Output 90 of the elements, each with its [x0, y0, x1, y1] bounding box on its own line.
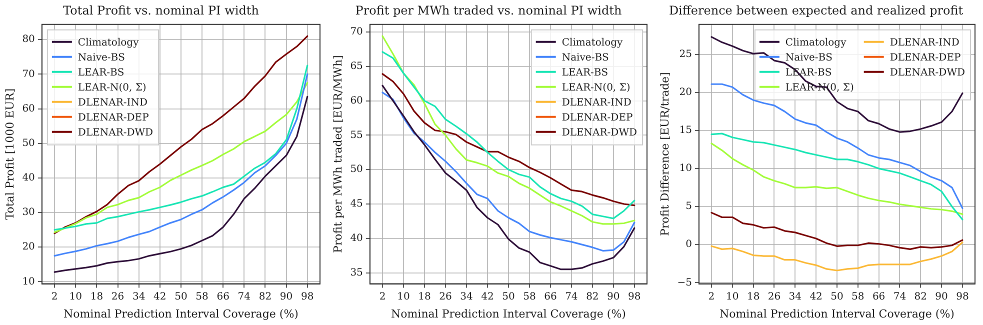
x-tick-label: 90: [280, 291, 293, 302]
x-tick-label: 18: [418, 291, 431, 302]
legend-label: Climatology: [78, 37, 140, 48]
y-tick-label: 20: [22, 242, 35, 253]
x-tick-label: 74: [238, 291, 251, 302]
x-tick-label: 34: [460, 291, 473, 302]
y-tick-label: 5: [686, 201, 692, 212]
y-tick-label: 10: [679, 163, 692, 174]
y-tick-label: 45: [350, 198, 363, 210]
legend-label: DLENAR-DWD: [78, 127, 154, 138]
x-tick-label: 42: [810, 291, 822, 302]
x-tick-label: 34: [132, 291, 146, 302]
x-tick-label: 26: [768, 291, 781, 302]
y-axis-title: Total Profit [1000 EUR]: [3, 88, 16, 220]
legend-label: DLENAR-IND: [78, 97, 148, 108]
y-tick-label: 40: [350, 232, 363, 244]
x-tick-label: 2: [379, 291, 386, 302]
y-tick-label: 50: [350, 164, 363, 176]
x-tick-label: 10: [397, 291, 410, 302]
x-tick-label: 90: [935, 291, 948, 302]
legend-label: Climatology: [562, 37, 623, 48]
x-tick-label: 10: [69, 291, 82, 302]
y-tick-label: 70: [350, 26, 363, 38]
x-tick-label: 74: [893, 291, 906, 302]
y-tick-label: 40: [22, 172, 35, 184]
y-tick-label: 60: [22, 103, 35, 114]
x-tick-label: 66: [872, 291, 886, 302]
y-tick-label: −5: [677, 277, 692, 288]
x-tick-label: 74: [565, 291, 578, 302]
y-tick-label: 15: [679, 125, 692, 136]
x-tick-label: 58: [852, 291, 864, 302]
legend-label: DLENAR-DEP: [890, 52, 962, 64]
x-tick-label: 66: [544, 291, 557, 302]
y-tick-label: 0: [686, 239, 692, 250]
y-tick-label: 30: [22, 207, 35, 218]
legend-label: Climatology: [785, 37, 847, 48]
x-tick-label: 58: [523, 291, 536, 302]
legend-label: LEAR-N(0, Σ): [78, 82, 146, 94]
x-tick-label: 82: [258, 291, 272, 302]
y-axis-title: Profit per MWh traded [EUR/MWh]: [331, 55, 344, 254]
x-tick-label: 2: [708, 291, 715, 302]
x-axis-title: Nominal Prediction Interval Coverage (%): [719, 307, 954, 320]
x-tick-label: 98: [300, 291, 314, 302]
y-tick-label: 50: [22, 138, 35, 149]
y-tick-label: 55: [350, 130, 363, 141]
x-tick-label: 10: [726, 291, 739, 302]
y-tick-label: 25: [679, 49, 692, 60]
x-tick-label: 50: [502, 291, 515, 302]
y-tick-label: 20: [679, 87, 692, 98]
x-tick-label: 98: [956, 291, 969, 302]
y-axis-title: Profit Difference [EUR/trade]: [658, 72, 672, 236]
chart-title: Total Profit vs. nominal PI width: [63, 3, 260, 18]
legend-label: DLENAR-DWD: [890, 67, 966, 78]
y-tick-label: 80: [22, 34, 35, 46]
x-tick-label: 42: [154, 291, 166, 302]
legend-label: Naive-BS: [562, 52, 610, 64]
x-tick-label: 58: [196, 291, 208, 302]
x-tick-label: 82: [914, 291, 927, 302]
legend-label: DLENAR-DEP: [78, 112, 150, 124]
x-tick-label: 26: [439, 291, 452, 302]
y-tick-label: 65: [350, 60, 363, 72]
legend-label: Naive-BS: [78, 52, 126, 64]
x-tick-label: 66: [216, 291, 230, 302]
x-tick-label: 50: [830, 291, 844, 302]
x-tick-label: 50: [174, 291, 188, 302]
legend-label: DLENAR-DEP: [562, 112, 634, 124]
x-tick-label: 2: [51, 291, 58, 302]
x-tick-label: 98: [628, 291, 641, 302]
legend-label: LEAR-BS: [562, 67, 608, 78]
y-tick-label: 70: [22, 68, 35, 80]
legend-label: DLENAR-IND: [890, 37, 960, 48]
x-tick-label: 18: [90, 291, 104, 302]
legend-label: DLENAR-IND: [562, 97, 632, 108]
legend-label: DLENAR-DWD: [562, 127, 638, 138]
y-tick-label: 35: [350, 267, 363, 278]
x-tick-label: 42: [481, 291, 494, 302]
y-tick-label: 10: [22, 276, 35, 288]
x-tick-label: 34: [788, 291, 802, 302]
x-tick-label: 90: [607, 291, 620, 302]
x-tick-label: 26: [111, 291, 124, 302]
legend-label: LEAR-N(0, Σ): [562, 82, 630, 94]
x-tick-label: 82: [586, 291, 599, 302]
chart-title: Difference between expected and realized profit: [668, 3, 964, 18]
y-tick-label: 60: [350, 95, 363, 106]
legend-label: Naive-BS: [785, 52, 833, 64]
legend-label: LEAR-BS: [78, 67, 124, 78]
x-tick-label: 18: [746, 291, 760, 302]
x-axis-title: Nominal Prediction Interval Coverage (%): [390, 307, 626, 320]
chart-title: Profit per MWh traded vs. nominal PI width: [355, 3, 622, 18]
x-axis-title: Nominal Prediction Interval Coverage (%): [63, 307, 298, 320]
